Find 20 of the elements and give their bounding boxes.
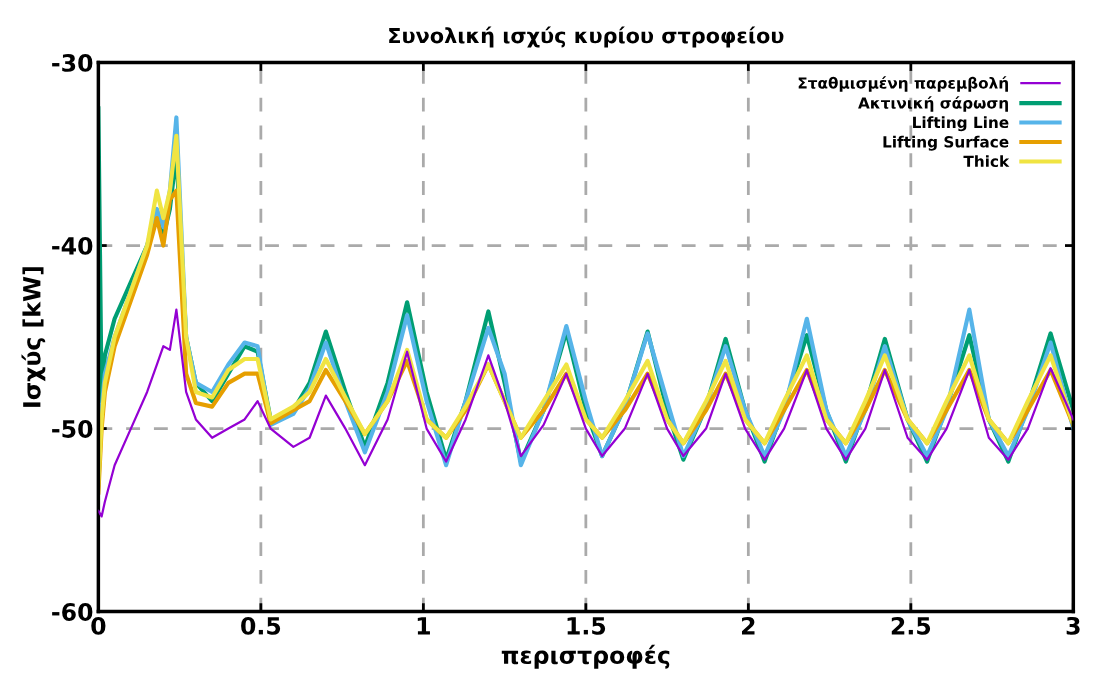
legend-label: Thick [963, 155, 1010, 168]
x-tick-label: 2.5 [891, 616, 931, 635]
y-tick-label: -60 [52, 603, 93, 621]
x-tick-label: 1.5 [567, 617, 606, 635]
y-tick-label: -30 [52, 54, 93, 72]
x-tick-label: 2 [741, 616, 755, 635]
chart-title: Συνολική ισχύς κυρίου στροφείου [389, 26, 784, 48]
legend-label: Σταθμισμένη παρεμβολή [798, 76, 1008, 92]
x-tick-label: 0.5 [241, 616, 281, 635]
y-tick-label: -40 [52, 237, 93, 255]
x-tick-label: 0 [91, 616, 106, 635]
x-tick-label: 3 [1066, 616, 1080, 635]
legend-label: Lifting Line [913, 116, 1009, 132]
y-axis-title: Ισχύς [kW] [21, 267, 46, 407]
legend-label: Lifting Surface [883, 135, 1009, 151]
line-series [98, 308, 1074, 518]
x-tick-label: 1 [417, 617, 430, 635]
x-axis-title: περιστροφές [501, 644, 670, 669]
legend-label: Ακτινική σάρωση [858, 96, 1008, 112]
y-tick-label: -50 [52, 420, 93, 438]
